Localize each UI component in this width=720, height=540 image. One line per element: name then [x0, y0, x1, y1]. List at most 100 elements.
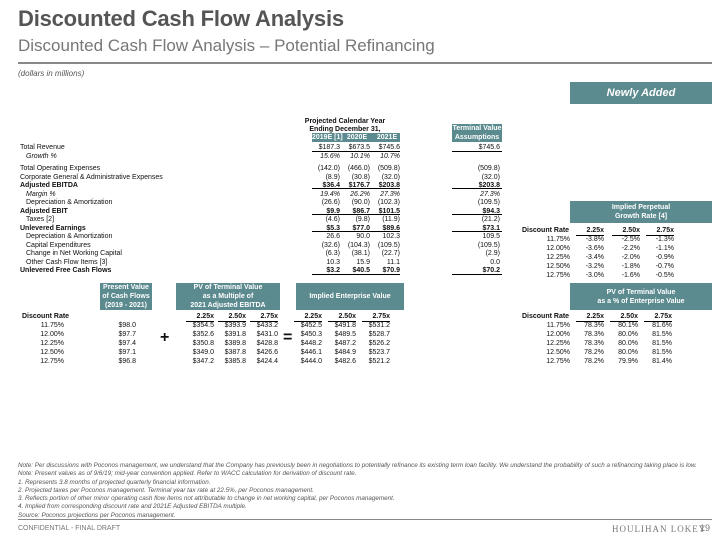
row-label: Margin % [26, 190, 56, 198]
multiple-header: 2.75x [644, 312, 672, 322]
multiple-header: 2.25x [576, 312, 604, 322]
pv-terminal-value: $349.0 [192, 349, 214, 356]
row-value: 27.3% [380, 190, 400, 198]
row-value: $203.8 [378, 182, 400, 189]
header-line: PV of Terminal Value [193, 284, 263, 291]
row-value: $9.9 [326, 207, 340, 215]
row-label: Corporate General & Administrative Expen… [20, 173, 163, 181]
pv-cash-flow-value: $97.1 [118, 349, 136, 356]
pv-tv-pct-value: 81.5% [652, 349, 672, 356]
header-line: (2019 - 2021) [104, 302, 148, 309]
multiple-header: 2.75x [362, 312, 390, 322]
implied-ev-value: $444.0 [300, 358, 322, 365]
row-label: Growth % [26, 152, 57, 160]
multiple-header: 2.50x [612, 226, 640, 236]
discount-rate-value: 12.00% [40, 331, 64, 338]
pv-tv-pct-value: 80.0% [618, 331, 638, 338]
growth-rate-value: -3.4% [585, 254, 604, 261]
row-value: (9.8) [355, 216, 370, 223]
implied-ev-value: $523.7 [368, 349, 390, 356]
pv-terminal-value: $431.0 [256, 331, 278, 338]
row-value: 10.7% [380, 152, 400, 160]
row-value: (104.3) [347, 241, 370, 249]
terminal-value-cell: (32.0) [481, 173, 500, 181]
row-value: 90.0 [356, 233, 370, 240]
row-label: Adjusted EBIT [20, 207, 68, 215]
terminal-value-cell: (109.5) [477, 241, 500, 249]
row-value: 102.3 [382, 233, 400, 240]
multiple-header: 2.25x [576, 226, 604, 236]
row-value: $36.4 [322, 182, 340, 189]
year-column-header: 2020E [346, 134, 368, 141]
year-column-header: 2021E [376, 134, 398, 141]
pv-tv-pct-value: 81.5% [652, 340, 672, 347]
terminal-value-cell: 0.0 [490, 258, 500, 266]
discount-rate-value: 12.50% [40, 349, 64, 356]
row-value: (466.0) [347, 165, 370, 172]
discount-rate-value: 12.75% [546, 358, 570, 365]
discount-rate-value: 11.75% [40, 322, 64, 329]
title-divider [18, 62, 712, 64]
row-value: 19.4% [320, 190, 340, 198]
company-logo: HOULIHAN LOKEY [612, 524, 707, 534]
row-value: 15.9 [356, 258, 370, 266]
pv-tv-pct-value: 78.3% [584, 340, 604, 347]
rule-line [312, 188, 400, 189]
discount-rate-value: 12.00% [546, 331, 570, 338]
pv-terminal-value-header: PV of Terminal Value as a Multiple of 2021… [176, 283, 280, 310]
implied-ev-value: $531.2 [368, 322, 390, 329]
pv-tv-pct-value: 78.2% [584, 349, 604, 356]
implied-ev-value: $484.9 [334, 349, 356, 356]
footer-divider [18, 519, 712, 520]
pv-tv-pct-value: 80.1% [618, 322, 638, 329]
multiple-header: 2.75x [250, 312, 278, 322]
header-line: Growth Rate [4] [614, 213, 668, 220]
page-subtitle: Discounted Cash Flow Analysis – Potentia… [18, 36, 435, 55]
row-value: (22.7) [381, 250, 400, 257]
row-value: $745.6 [378, 144, 400, 151]
pv-terminal-value: $347.2 [192, 358, 214, 365]
row-label: Taxes [2] [26, 216, 55, 223]
row-label: Other Cash Flow Items [3] [26, 258, 108, 266]
pv-tv-pct-value: 81.5% [652, 331, 672, 338]
pv-terminal-value: $433.2 [256, 322, 278, 329]
growth-rate-value: -2.5% [621, 236, 640, 243]
note-line: 4. Implied from corresponding discount r… [18, 503, 247, 511]
note-line: 3. Reflects portion of other minor opera… [18, 495, 395, 503]
multiple-header: 2.50x [328, 312, 356, 322]
terminal-value-cell: $203.8 [478, 182, 500, 189]
row-label: Change in Net Working Capital [26, 250, 122, 257]
pv-tv-pct-value: 78.3% [584, 322, 604, 329]
confidential-label: CONFIDENTIAL - FINAL DRAFT [18, 525, 121, 532]
implied-ev-value: $487.2 [334, 340, 356, 347]
row-value: $5.3 [326, 224, 340, 232]
pv-terminal-value: $391.8 [224, 331, 246, 338]
implied-ev-value: $491.8 [334, 322, 356, 329]
header-line: as a Multiple of [202, 293, 254, 300]
discount-rate-value: 12.75% [40, 358, 64, 365]
footnotes: Note: Per discussions with Poconos manag… [18, 462, 708, 520]
implied-ev-value: $528.7 [368, 331, 390, 338]
discount-rate-value: 12.50% [546, 263, 570, 270]
multiple-header: 2.25x [186, 312, 214, 322]
pv-tv-pct-value: 81.4% [652, 358, 672, 365]
header-line: as a % of Enterprise Value [597, 297, 685, 305]
growth-rate-value: -1.1% [655, 245, 674, 252]
multiple-header: 2.50x [218, 312, 246, 322]
discount-rate-value: 12.25% [546, 340, 570, 347]
pv-terminal-value: $426.6 [256, 349, 278, 356]
rule-line [452, 214, 502, 215]
pv-cash-flow-value: $96.8 [118, 358, 136, 365]
growth-rate-value: -0.7% [655, 263, 674, 270]
pv-terminal-value: $354.5 [192, 322, 214, 329]
rule-line [312, 231, 400, 232]
page-title: Discounted Cash Flow Analysis [18, 6, 344, 31]
terminal-value-cell: (509.8) [477, 165, 500, 172]
note-line: Source: Poconos projections per Poconos … [18, 511, 176, 519]
row-label: Depreciation & Amortization [26, 199, 113, 206]
row-value: $70.9 [382, 267, 400, 274]
growth-rate-value: -3.0% [585, 272, 604, 279]
rule-line [312, 274, 400, 275]
terminal-value-cell: (21.2) [481, 216, 500, 223]
multiple-header: 2.50x [610, 312, 638, 322]
